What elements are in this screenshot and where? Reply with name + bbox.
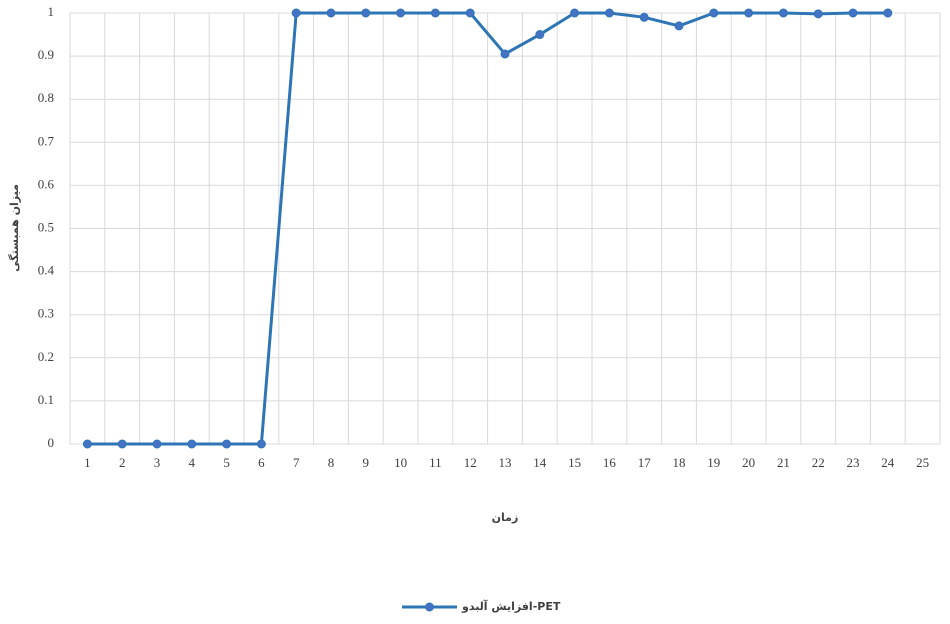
x-tick-label: 4 (189, 455, 196, 470)
x-tick-label: 20 (742, 455, 755, 470)
x-tick-label: 17 (638, 455, 652, 470)
y-tick-label: 0.3 (38, 306, 54, 321)
point (813, 9, 823, 19)
point (500, 49, 510, 59)
legend-marker (425, 602, 434, 612)
point (326, 8, 336, 18)
x-tick-label: 24 (881, 455, 895, 470)
point (222, 439, 232, 449)
point (639, 12, 649, 22)
x-tick-label: 16 (603, 455, 617, 470)
x-tick-label: 8 (328, 455, 335, 470)
legend-label: افزایش آلبدو-PET (461, 599, 561, 613)
point (535, 30, 545, 40)
x-tick-label: 15 (568, 455, 581, 470)
x-tick-label: 19 (707, 455, 720, 470)
x-tick-label: 18 (673, 455, 686, 470)
point (361, 8, 371, 18)
x-tick-label: 6 (258, 455, 265, 470)
point (396, 8, 406, 18)
x-tick-label: 22 (812, 455, 825, 470)
point (465, 8, 475, 18)
point (604, 8, 614, 18)
x-tick-label: 14 (533, 455, 547, 470)
point (152, 439, 162, 449)
point (117, 439, 127, 449)
y-tick-label: 0.6 (38, 176, 55, 191)
y-tick-label: 0.2 (38, 349, 54, 364)
x-tick-label: 11 (429, 455, 442, 470)
y-tick-label: 0 (48, 435, 55, 450)
x-axis-title: زمان (492, 511, 519, 524)
x-tick-label: 10 (394, 455, 407, 470)
point (709, 8, 719, 18)
y-tick-label: 0.5 (38, 219, 54, 234)
point (883, 8, 893, 18)
y-tick-label: 0.8 (38, 90, 54, 105)
x-tick-label: 5 (223, 455, 230, 470)
y-tick-label: 0.9 (38, 47, 54, 62)
y-tick-label: 1 (48, 4, 55, 19)
x-tick-label: 9 (363, 455, 370, 470)
point (187, 439, 197, 449)
point (430, 8, 440, 18)
x-tick-label: 1 (84, 455, 91, 470)
x-tick-label: 13 (499, 455, 512, 470)
x-tick-label: 7 (293, 455, 300, 470)
x-tick-label: 3 (154, 455, 161, 470)
point (778, 8, 788, 18)
y-tick-label: 0.7 (38, 133, 55, 148)
point (291, 8, 301, 18)
point (82, 439, 92, 449)
x-tick-label: 23 (847, 455, 860, 470)
point (570, 8, 580, 18)
series-line (87, 11, 888, 446)
y-tick-label: 0.4 (38, 263, 55, 278)
x-tick-label: 25 (916, 455, 929, 470)
y-axis-title: میزان همبستگی (8, 184, 21, 272)
point (674, 21, 684, 31)
point (744, 8, 754, 18)
x-tick-label: 12 (464, 455, 477, 470)
x-tick-label: 2 (119, 455, 126, 470)
y-tick-label: 0.1 (38, 392, 54, 407)
point (848, 8, 858, 18)
x-tick-label: 21 (777, 455, 790, 470)
point (256, 439, 266, 449)
